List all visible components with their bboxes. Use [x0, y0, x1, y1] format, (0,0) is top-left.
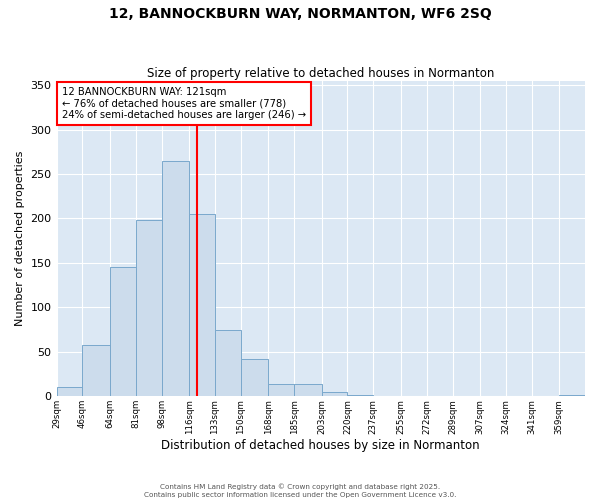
Bar — [268, 384, 294, 396]
Y-axis label: Number of detached properties: Number of detached properties — [15, 151, 25, 326]
Bar — [110, 268, 136, 396]
Text: Contains HM Land Registry data © Crown copyright and database right 2025.
Contai: Contains HM Land Registry data © Crown c… — [144, 484, 456, 498]
Text: 12, BANNOCKBURN WAY, NORMANTON, WF6 2SQ: 12, BANNOCKBURN WAY, NORMANTON, WF6 2SQ — [109, 8, 491, 22]
Bar — [347, 394, 373, 396]
Bar — [322, 392, 347, 396]
Bar — [56, 388, 82, 396]
Bar — [189, 214, 215, 396]
Bar — [136, 220, 161, 396]
Text: 12 BANNOCKBURN WAY: 121sqm
← 76% of detached houses are smaller (778)
24% of sem: 12 BANNOCKBURN WAY: 121sqm ← 76% of deta… — [62, 87, 306, 120]
Bar — [82, 344, 110, 397]
Bar — [241, 359, 268, 397]
Bar — [161, 160, 189, 396]
X-axis label: Distribution of detached houses by size in Normanton: Distribution of detached houses by size … — [161, 440, 480, 452]
Bar — [294, 384, 322, 396]
Title: Size of property relative to detached houses in Normanton: Size of property relative to detached ho… — [147, 66, 494, 80]
Bar — [215, 330, 241, 396]
